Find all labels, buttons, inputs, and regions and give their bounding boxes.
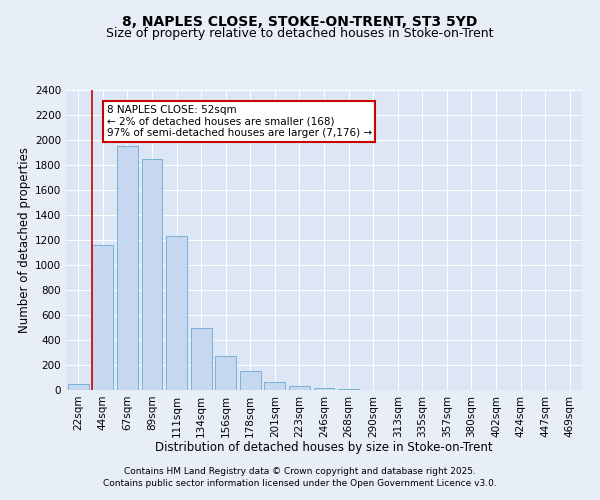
Bar	[191, 328, 212, 390]
Text: 8 NAPLES CLOSE: 52sqm
← 2% of detached houses are smaller (168)
97% of semi-deta: 8 NAPLES CLOSE: 52sqm ← 2% of detached h…	[107, 105, 371, 138]
Bar	[289, 386, 310, 390]
Bar	[166, 236, 187, 390]
Text: Contains HM Land Registry data © Crown copyright and database right 2025.: Contains HM Land Registry data © Crown c…	[124, 467, 476, 476]
Bar	[68, 384, 89, 390]
Text: Contains public sector information licensed under the Open Government Licence v3: Contains public sector information licen…	[103, 478, 497, 488]
Bar	[117, 146, 138, 390]
X-axis label: Distribution of detached houses by size in Stoke-on-Trent: Distribution of detached houses by size …	[155, 441, 493, 454]
Bar	[92, 245, 113, 390]
Bar	[240, 370, 261, 390]
Bar	[265, 382, 286, 390]
Bar	[314, 388, 334, 390]
Y-axis label: Number of detached properties: Number of detached properties	[18, 147, 31, 333]
Text: Size of property relative to detached houses in Stoke-on-Trent: Size of property relative to detached ho…	[106, 28, 494, 40]
Bar	[142, 159, 163, 390]
Bar	[215, 356, 236, 390]
Text: 8, NAPLES CLOSE, STOKE-ON-TRENT, ST3 5YD: 8, NAPLES CLOSE, STOKE-ON-TRENT, ST3 5YD	[122, 15, 478, 29]
